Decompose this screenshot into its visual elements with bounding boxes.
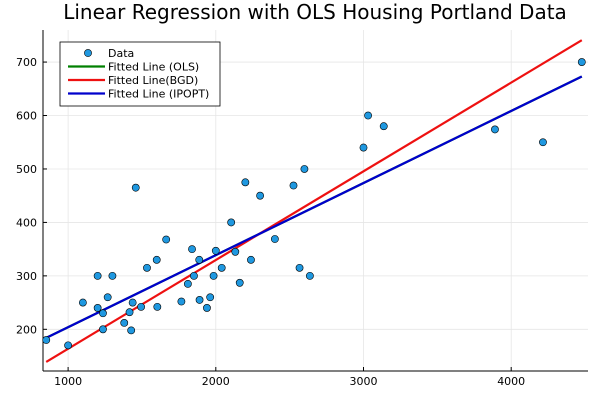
data-point — [289, 181, 298, 190]
data-point — [177, 297, 186, 306]
data-point — [231, 247, 240, 256]
data-point — [305, 271, 314, 280]
points-layer — [42, 58, 586, 350]
x-tick-label: 1000 — [54, 375, 82, 388]
data-point — [42, 336, 51, 344]
data-point — [153, 302, 162, 311]
data-point — [131, 183, 140, 192]
legend-box — [59, 41, 221, 107]
data-point — [78, 298, 87, 307]
data-point — [209, 271, 218, 280]
legend-marker — [84, 49, 92, 57]
data-point — [195, 255, 204, 264]
data-point — [539, 138, 547, 147]
data-point — [270, 235, 279, 243]
data-point — [235, 278, 244, 287]
data-point — [227, 218, 236, 227]
data-point — [93, 271, 102, 280]
legend-label: Fitted Line(BGD) — [108, 74, 198, 87]
data-point — [206, 293, 215, 302]
data-point — [127, 326, 136, 335]
data-point — [162, 235, 171, 244]
data-point — [217, 263, 226, 272]
data-point — [143, 263, 151, 272]
data-point — [491, 125, 499, 134]
data-point — [93, 304, 102, 312]
y-tick-label: 200 — [16, 323, 37, 336]
data-point — [256, 191, 265, 200]
data-point — [241, 178, 250, 187]
y-tick-label: 500 — [16, 163, 37, 176]
lines-layer — [45, 39, 583, 363]
y-tick-label: 300 — [16, 270, 37, 283]
data-point — [364, 111, 372, 120]
data-point — [379, 122, 388, 131]
data-point — [195, 296, 204, 304]
series-line-fitted-line-ipopt- — [45, 75, 583, 339]
y-tick-label: 400 — [16, 216, 37, 229]
legend-label: Fitted Line (IPOPT) — [108, 88, 209, 101]
data-point — [211, 246, 220, 255]
axes-layer: 1000 2000 3000 4000 200 300 400 500 600 700 — [16, 30, 588, 388]
data-point — [300, 165, 309, 173]
data-point — [152, 255, 161, 264]
data-point — [188, 245, 196, 254]
data-point — [103, 293, 112, 302]
x-tick-label: 4000 — [497, 375, 525, 388]
data-point — [99, 309, 107, 318]
chart-title: Linear Regression with OLS Housing Portl… — [63, 0, 567, 24]
legend-label: Data — [108, 47, 134, 60]
data-point — [577, 58, 586, 66]
legend-label: Fitted Line (OLS) — [108, 61, 199, 74]
data-point — [120, 318, 129, 327]
data-point — [359, 143, 368, 152]
data-point — [247, 255, 255, 264]
series-line-fitted-line-bgd- — [45, 39, 583, 363]
data-point — [190, 271, 198, 280]
y-tick-label: 700 — [16, 56, 37, 69]
data-point — [125, 308, 134, 317]
data-point — [128, 298, 137, 307]
data-point — [137, 302, 145, 311]
data-point — [183, 279, 192, 288]
x-tick-label: 2000 — [202, 375, 230, 388]
data-point — [64, 341, 73, 350]
data-point — [108, 271, 117, 280]
y-tick-label: 600 — [16, 110, 37, 123]
x-tick-label: 3000 — [350, 375, 378, 388]
data-point — [99, 325, 107, 334]
data-point — [295, 263, 304, 272]
data-point — [203, 304, 211, 312]
